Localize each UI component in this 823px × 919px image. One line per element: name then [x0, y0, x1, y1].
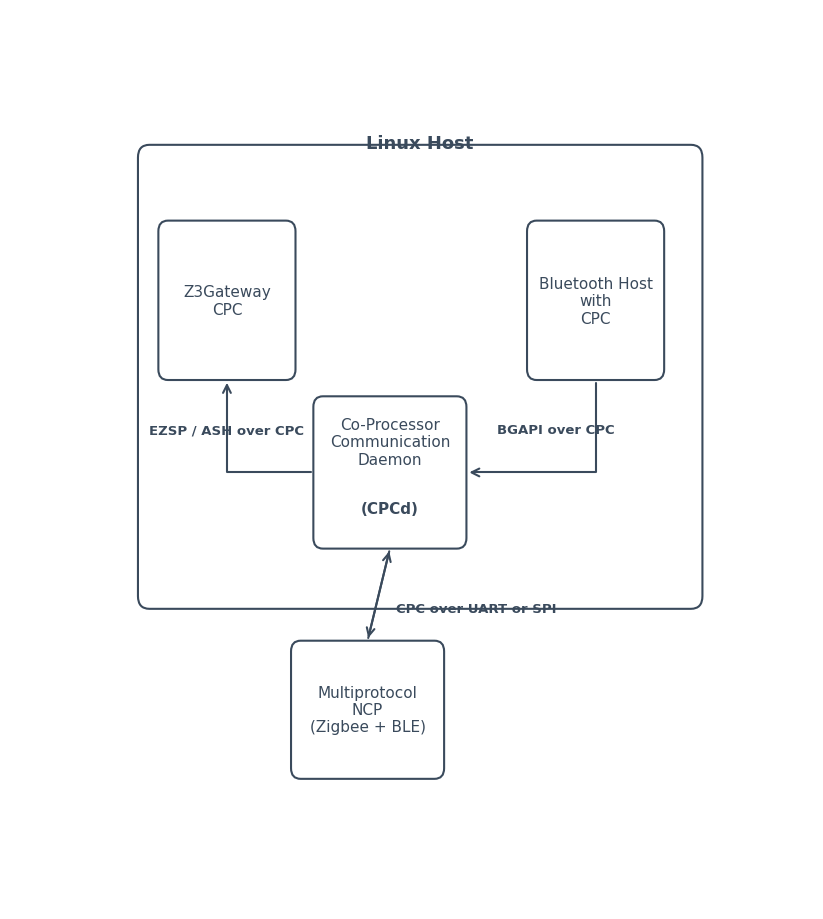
FancyBboxPatch shape	[527, 221, 664, 380]
FancyBboxPatch shape	[314, 397, 467, 549]
Text: Bluetooth Host
with
CPC: Bluetooth Host with CPC	[538, 277, 653, 326]
Text: Multiprotocol
NCP
(Zigbee + BLE): Multiprotocol NCP (Zigbee + BLE)	[309, 685, 425, 734]
FancyBboxPatch shape	[291, 641, 444, 779]
FancyBboxPatch shape	[138, 145, 703, 609]
Text: Co-Processor
Communication
Daemon: Co-Processor Communication Daemon	[330, 417, 450, 467]
Text: CPC over UART or SPI: CPC over UART or SPI	[397, 603, 557, 616]
Text: BGAPI over CPC: BGAPI over CPC	[497, 424, 615, 437]
Text: EZSP / ASH over CPC: EZSP / ASH over CPC	[150, 424, 305, 437]
Text: (CPCd): (CPCd)	[361, 501, 419, 516]
Text: Z3Gateway
CPC: Z3Gateway CPC	[183, 285, 271, 318]
FancyBboxPatch shape	[158, 221, 295, 380]
Text: Linux Host: Linux Host	[366, 134, 473, 153]
